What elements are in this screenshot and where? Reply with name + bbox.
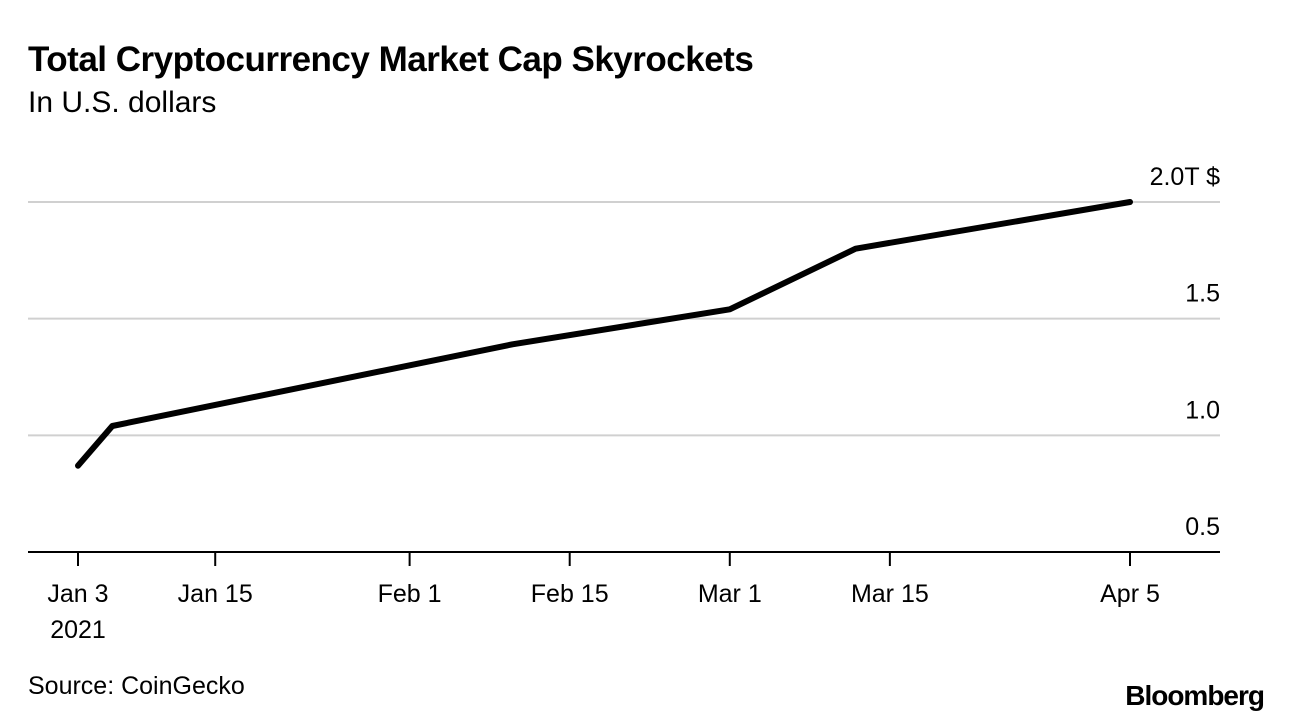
x-tick-label: Feb 15 bbox=[531, 580, 609, 608]
chart-title: Total Cryptocurrency Market Cap Skyrocke… bbox=[28, 40, 754, 79]
x-tick-sublabel: 2021 bbox=[50, 616, 106, 644]
bloomberg-logo: Bloomberg bbox=[1125, 680, 1265, 711]
x-tick-label: Feb 1 bbox=[378, 580, 442, 608]
source-note: Source: CoinGecko bbox=[28, 672, 245, 700]
y-tick-label: 1.0 bbox=[1185, 396, 1220, 424]
y-tick-label: 1.5 bbox=[1185, 280, 1220, 308]
x-tick-label: Jan 15 bbox=[178, 580, 253, 608]
x-tick-label: Jan 3 bbox=[47, 580, 108, 608]
y-tick-label: 2.0T $ bbox=[1150, 163, 1221, 191]
y-tick-label: 0.5 bbox=[1185, 513, 1220, 541]
y-axis-ticks: 0.5 1.0 1.5 2.0T $ bbox=[1150, 163, 1221, 541]
x-tick-label: Mar 1 bbox=[698, 580, 762, 608]
x-tick-label: Apr 5 bbox=[1100, 580, 1160, 608]
x-axis: Jan 3 2021 Jan 15 Feb 1 Feb 15 Mar 1 Mar 15 Apr… bbox=[28, 551, 1220, 644]
chart-subtitle: In U.S. dollars bbox=[28, 86, 217, 119]
x-tick-label: Mar 15 bbox=[851, 580, 929, 608]
gridlines bbox=[28, 201, 1220, 437]
series-layer bbox=[75, 199, 1133, 469]
series-line bbox=[75, 199, 1133, 469]
